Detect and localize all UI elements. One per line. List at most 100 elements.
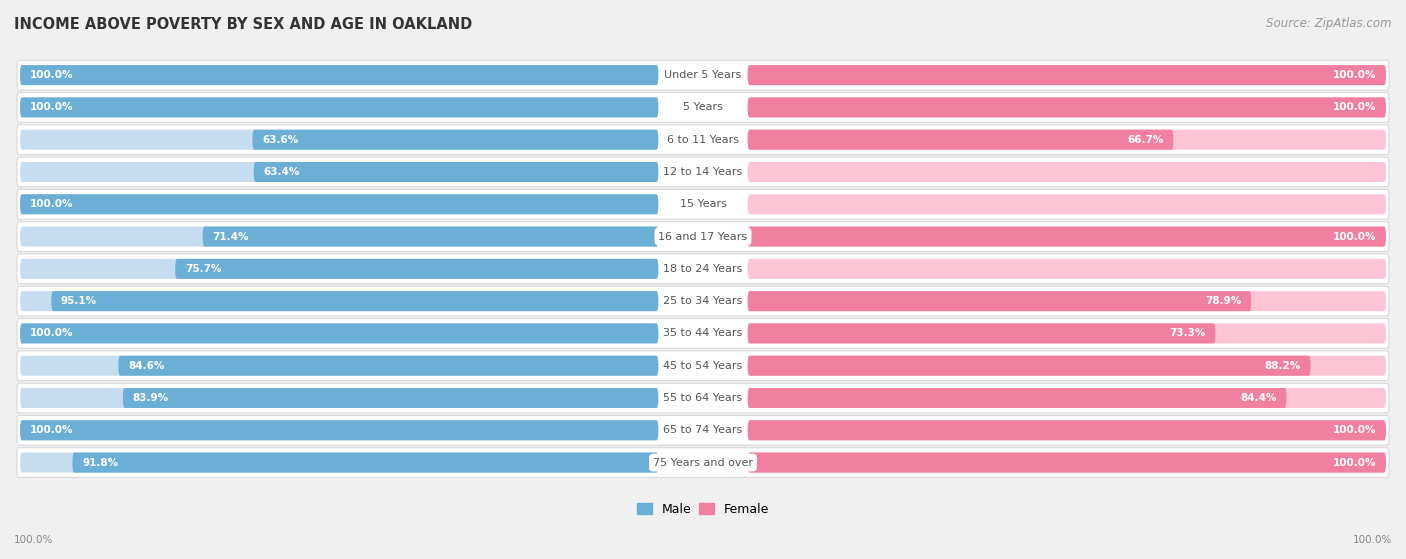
Text: 71.4%: 71.4% (212, 231, 249, 241)
Text: 6 to 11 Years: 6 to 11 Years (666, 135, 740, 145)
Text: 66.7%: 66.7% (1128, 135, 1164, 145)
FancyBboxPatch shape (748, 97, 1386, 117)
FancyBboxPatch shape (20, 195, 658, 214)
Text: 63.6%: 63.6% (262, 135, 298, 145)
Text: Under 5 Years: Under 5 Years (665, 70, 741, 80)
FancyBboxPatch shape (17, 157, 1389, 187)
Text: 100.0%: 100.0% (1353, 535, 1392, 545)
FancyBboxPatch shape (748, 388, 1286, 408)
Text: 100.0%: 100.0% (1333, 231, 1376, 241)
FancyBboxPatch shape (748, 162, 1386, 182)
FancyBboxPatch shape (20, 195, 658, 214)
FancyBboxPatch shape (20, 324, 658, 343)
FancyBboxPatch shape (20, 291, 658, 311)
FancyBboxPatch shape (253, 130, 658, 150)
FancyBboxPatch shape (20, 420, 658, 440)
Text: Source: ZipAtlas.com: Source: ZipAtlas.com (1267, 17, 1392, 30)
Text: 100.0%: 100.0% (14, 535, 53, 545)
FancyBboxPatch shape (20, 226, 658, 247)
FancyBboxPatch shape (748, 420, 1386, 440)
FancyBboxPatch shape (253, 162, 658, 182)
Text: 78.9%: 78.9% (1205, 296, 1241, 306)
Text: 100.0%: 100.0% (1333, 425, 1376, 435)
Text: 95.1%: 95.1% (60, 296, 97, 306)
Text: 100.0%: 100.0% (30, 199, 73, 209)
FancyBboxPatch shape (17, 448, 1389, 477)
Text: 12 to 14 Years: 12 to 14 Years (664, 167, 742, 177)
Text: 100.0%: 100.0% (1333, 458, 1376, 467)
FancyBboxPatch shape (748, 291, 1251, 311)
FancyBboxPatch shape (17, 286, 1389, 316)
FancyBboxPatch shape (748, 226, 1386, 247)
FancyBboxPatch shape (748, 324, 1216, 343)
FancyBboxPatch shape (748, 97, 1386, 117)
Text: 55 to 64 Years: 55 to 64 Years (664, 393, 742, 403)
FancyBboxPatch shape (17, 351, 1389, 381)
Text: 100.0%: 100.0% (30, 70, 73, 80)
FancyBboxPatch shape (52, 291, 658, 311)
Text: 45 to 54 Years: 45 to 54 Years (664, 361, 742, 371)
Legend: Male, Female: Male, Female (637, 503, 769, 516)
FancyBboxPatch shape (20, 97, 658, 117)
FancyBboxPatch shape (748, 420, 1386, 440)
FancyBboxPatch shape (748, 388, 1386, 408)
FancyBboxPatch shape (20, 356, 658, 376)
FancyBboxPatch shape (748, 356, 1386, 376)
FancyBboxPatch shape (20, 162, 658, 182)
FancyBboxPatch shape (20, 388, 658, 408)
FancyBboxPatch shape (20, 453, 658, 472)
FancyBboxPatch shape (748, 356, 1310, 376)
FancyBboxPatch shape (748, 226, 1386, 247)
FancyBboxPatch shape (748, 130, 1174, 150)
Text: 15 Years: 15 Years (679, 199, 727, 209)
Text: 84.4%: 84.4% (1240, 393, 1277, 403)
FancyBboxPatch shape (20, 420, 658, 440)
FancyBboxPatch shape (748, 453, 1386, 472)
FancyBboxPatch shape (20, 130, 658, 150)
FancyBboxPatch shape (202, 226, 658, 247)
Text: 100.0%: 100.0% (30, 102, 73, 112)
Text: 75.7%: 75.7% (184, 264, 221, 274)
Text: 100.0%: 100.0% (1333, 70, 1376, 80)
FancyBboxPatch shape (17, 93, 1389, 122)
FancyBboxPatch shape (17, 383, 1389, 413)
FancyBboxPatch shape (748, 195, 1386, 214)
Text: 25 to 34 Years: 25 to 34 Years (664, 296, 742, 306)
Text: 88.2%: 88.2% (1265, 361, 1301, 371)
FancyBboxPatch shape (20, 259, 658, 279)
Text: 73.3%: 73.3% (1170, 329, 1206, 338)
FancyBboxPatch shape (17, 222, 1389, 252)
Text: INCOME ABOVE POVERTY BY SEX AND AGE IN OAKLAND: INCOME ABOVE POVERTY BY SEX AND AGE IN O… (14, 17, 472, 32)
FancyBboxPatch shape (748, 291, 1386, 311)
FancyBboxPatch shape (20, 65, 658, 85)
FancyBboxPatch shape (17, 319, 1389, 348)
Text: 35 to 44 Years: 35 to 44 Years (664, 329, 742, 338)
FancyBboxPatch shape (748, 130, 1386, 150)
Text: 75 Years and over: 75 Years and over (652, 458, 754, 467)
FancyBboxPatch shape (73, 453, 658, 472)
FancyBboxPatch shape (20, 97, 658, 117)
Text: 63.4%: 63.4% (263, 167, 299, 177)
Text: 65 to 74 Years: 65 to 74 Years (664, 425, 742, 435)
FancyBboxPatch shape (748, 259, 1386, 279)
Text: 16 and 17 Years: 16 and 17 Years (658, 231, 748, 241)
Text: 18 to 24 Years: 18 to 24 Years (664, 264, 742, 274)
Text: 5 Years: 5 Years (683, 102, 723, 112)
FancyBboxPatch shape (17, 60, 1389, 90)
FancyBboxPatch shape (17, 125, 1389, 154)
Text: 84.6%: 84.6% (128, 361, 165, 371)
FancyBboxPatch shape (122, 388, 658, 408)
FancyBboxPatch shape (20, 324, 658, 343)
FancyBboxPatch shape (176, 259, 658, 279)
FancyBboxPatch shape (17, 190, 1389, 219)
Text: 100.0%: 100.0% (1333, 102, 1376, 112)
FancyBboxPatch shape (748, 65, 1386, 85)
FancyBboxPatch shape (118, 356, 658, 376)
Text: 100.0%: 100.0% (30, 329, 73, 338)
FancyBboxPatch shape (748, 453, 1386, 472)
Text: 91.8%: 91.8% (82, 458, 118, 467)
FancyBboxPatch shape (17, 254, 1389, 284)
FancyBboxPatch shape (17, 415, 1389, 445)
Text: 100.0%: 100.0% (30, 425, 73, 435)
FancyBboxPatch shape (748, 65, 1386, 85)
